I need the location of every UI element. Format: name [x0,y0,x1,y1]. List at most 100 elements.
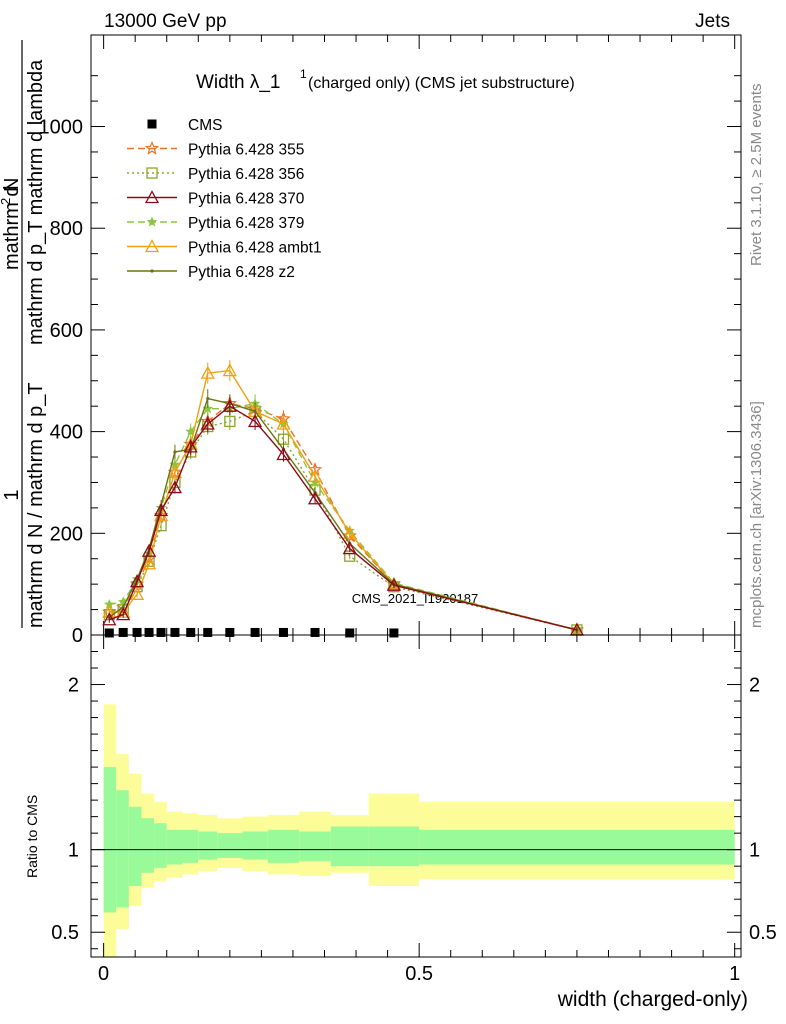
data-point [102,612,117,626]
ratio-inner-band [242,831,268,860]
data-point [250,627,260,637]
data-point [206,396,210,401]
ratio-inner-band [141,818,155,873]
data-point [307,491,323,505]
data-point [141,543,157,557]
ylabel-denominator: mathrm d N / mathrm d p_T [25,382,47,628]
ratio-inner-band [116,790,129,908]
ratio-inner-band [299,831,331,862]
ratio-y-tick-label: 2 [68,675,79,697]
legend-entry: CMS [147,117,222,134]
y-tick-label: 800 [50,218,83,240]
ratio-inner-band [198,831,218,860]
mcplots-label: mcplots.cern.ch [arXiv:1306.3436] [748,401,765,628]
y-tick-label: 0 [72,625,83,647]
data-point [200,365,215,379]
data-point [247,414,263,428]
x-axis-label: width (charged-only) [557,988,748,1011]
data-point [276,416,291,430]
data-point [310,627,320,637]
title-sup: 1 [300,67,307,81]
legend-marker [144,239,160,253]
ratio-y-tick-labels: 0.5 0.5 1 1 2 2 [51,675,777,945]
ratio-y-tick-label-right: 1 [749,840,760,862]
ratio-inner-band [217,833,243,858]
ratio-plot: 0.5 0.51 12 2 0 0.5 1 Ratio to CMS width (cha… [24,634,777,1011]
ratio-inner-band [368,826,420,867]
data-point [167,480,183,494]
ratio-plot-frame [90,634,742,958]
series-3 [102,397,585,636]
data-point [307,468,323,483]
ratio-y-tick-label: 0.5 [51,922,79,944]
ratio-inner-band [128,806,142,886]
legend-marker [146,216,158,227]
ylabel-numerator: 1 [1,489,23,500]
legend-label: Pythia 6.428 ambt1 [188,240,322,257]
data-point [167,464,183,478]
legend-marker [147,119,157,129]
data-point [225,627,235,637]
watermark: CMS_2021_I1920187 [352,591,479,606]
ratio-inner-band [154,823,167,868]
title-main: Width λ_1 [196,72,280,93]
legend-entry: Pythia 6.428 z2 [127,264,295,281]
data-point [173,450,177,454]
legend-marker [146,167,158,179]
x-tick-label: 0 [98,963,109,985]
main-plot-series [102,360,585,638]
ratio-y-tick-label-right: 0.5 [749,922,777,944]
x-tick-label: 1 [729,963,740,985]
x-tick-label: 0.5 [405,963,433,985]
legend-label: CMS [188,117,222,134]
series-0 [104,627,399,638]
data-point [144,627,154,637]
data-point [104,628,114,638]
y-tick-label: 600 [50,320,83,342]
data-point [116,607,131,621]
data-point [203,627,213,637]
ratio-inner-band [103,767,117,913]
data-point [121,605,125,609]
legend-entry: Pythia 6.428 355 [127,140,304,159]
series-line [109,402,578,631]
ratio-y-label: Ratio to CMS [24,795,40,878]
legend-label: Pythia 6.428 379 [188,215,304,232]
data-point [129,586,145,600]
main-plot: CMS_2021_I1920187 0 200 400 600 800 1000 Widt… [0,34,742,647]
legend-label: Pythia 6.428 370 [188,191,305,208]
rivet-label: Rivet 3.1.10, ≥ 2.5M events [748,84,765,267]
header-right: Jets [695,11,730,32]
main-y-axis-label: 1 mathrm d N / mathrm d p_T mathrm d 2 N… [0,40,47,628]
ylabel-top-numerator: mathrm d [1,186,23,270]
y-tick-label: 200 [50,523,83,545]
data-point [389,628,399,638]
ylabel-top-denominator: mathrm d p_T mathrm d lambda [25,59,47,345]
plot-title: Width λ_1 1 (charged only) (CMS jet subs… [196,67,575,93]
ratio-inner-band [166,829,183,865]
data-point [141,556,157,570]
legend-marker [144,140,160,155]
header-left: 13000 GeV pp [104,11,227,32]
legend-entry: Pythia 6.428 356 [127,166,304,183]
x-tick-labels: 0 0.5 1 [98,963,740,985]
data-point [253,409,257,413]
data-point [222,398,237,412]
data-point [153,503,169,517]
data-point [132,627,142,637]
legend-label: Pythia 6.428 356 [188,166,304,183]
series-6 [107,389,579,633]
series-line [108,397,578,631]
ratio-inner-band [419,829,735,865]
data-point [278,627,288,637]
y-tick-label: 1000 [39,117,84,139]
series-line [109,405,578,631]
ylabel-top-sup: 2 [0,198,13,205]
data-point [186,627,196,637]
data-point [129,574,145,588]
legend-label: Pythia 6.428 355 [188,142,304,159]
legend-marker [144,190,160,204]
series-line [109,369,578,631]
legend-label: Pythia 6.428 z2 [188,264,295,281]
